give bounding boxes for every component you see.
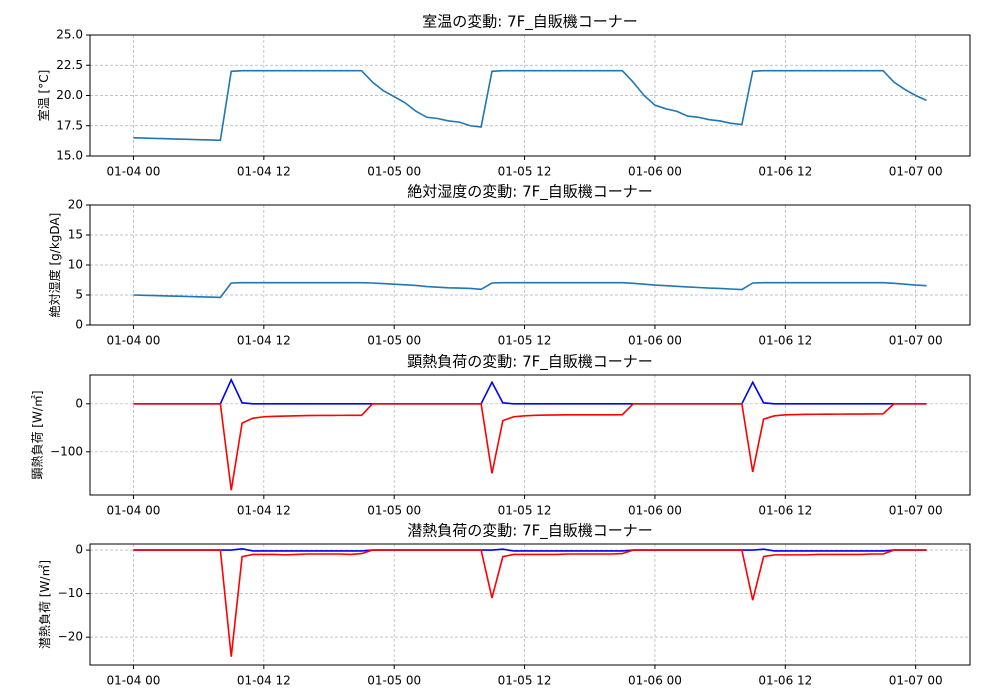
plot-frame bbox=[89, 543, 971, 666]
y-tick-label: −100 bbox=[50, 444, 83, 458]
data-line bbox=[133, 377, 927, 405]
y-tick-label: 15.0 bbox=[56, 149, 83, 163]
x-tick-label: 01-06 12 bbox=[758, 504, 812, 518]
x-tick-label: 01-05 00 bbox=[367, 165, 421, 179]
x-tick-label: 01-06 00 bbox=[628, 334, 682, 348]
x-tick-label: 01-04 00 bbox=[106, 165, 160, 179]
y-tick-label: 5 bbox=[75, 288, 83, 302]
x-tick-label: 01-04 00 bbox=[106, 674, 160, 688]
subplot-title: 絶対湿度の変動: 7F_自販機コーナー bbox=[407, 183, 653, 202]
x-tick-label: 01-04 12 bbox=[237, 674, 291, 688]
y-tick-label: 10 bbox=[68, 258, 83, 272]
y-axis-label: 絶対湿度 [g/kgDA] bbox=[47, 213, 62, 318]
x-tick-label: 01-05 00 bbox=[367, 334, 421, 348]
y-tick-label: 0 bbox=[75, 396, 83, 410]
x-tick-label: 01-06 00 bbox=[628, 165, 682, 179]
plot-frame bbox=[89, 34, 971, 157]
x-tick-label: 01-05 12 bbox=[498, 674, 552, 688]
x-tick-label: 01-04 12 bbox=[237, 165, 291, 179]
x-tick-label: 01-05 12 bbox=[498, 504, 552, 518]
data-line bbox=[133, 403, 927, 491]
data-line bbox=[133, 549, 927, 657]
y-axis-label: 室温 [°C] bbox=[36, 70, 51, 122]
subplot-title: 室温の変動: 7F_自販機コーナー bbox=[422, 13, 638, 32]
x-tick-label: 01-05 12 bbox=[498, 165, 552, 179]
y-tick-label: 20 bbox=[68, 198, 83, 212]
x-tick-label: 01-04 00 bbox=[106, 504, 160, 518]
x-tick-label: 01-06 00 bbox=[628, 674, 682, 688]
y-axis-label: 顕熱負荷 [W/㎡] bbox=[31, 390, 45, 479]
plot-frame bbox=[89, 374, 971, 496]
plot-frame bbox=[89, 204, 971, 326]
x-tick-label: 01-04 00 bbox=[106, 334, 160, 348]
y-tick-label: 25.0 bbox=[56, 28, 83, 42]
x-tick-label: 01-04 12 bbox=[237, 504, 291, 518]
x-tick-label: 01-06 12 bbox=[758, 334, 812, 348]
y-tick-label: 0 bbox=[75, 318, 83, 332]
x-tick-label: 01-04 12 bbox=[237, 334, 291, 348]
data-line bbox=[133, 547, 927, 552]
data-line bbox=[133, 69, 927, 142]
x-tick-label: 01-07 00 bbox=[889, 674, 943, 688]
x-tick-label: 01-06 12 bbox=[758, 165, 812, 179]
subplot-title: 潜熱負荷の変動: 7F_自販機コーナー bbox=[407, 522, 653, 541]
y-tick-label: 17.5 bbox=[56, 118, 83, 132]
x-tick-label: 01-05 00 bbox=[367, 504, 421, 518]
y-tick-label: −10 bbox=[58, 586, 83, 600]
y-tick-label: 22.5 bbox=[56, 58, 83, 72]
y-tick-label: 20.0 bbox=[56, 88, 83, 102]
data-line bbox=[133, 281, 927, 299]
y-tick-label: 15 bbox=[68, 228, 83, 242]
y-tick-label: 0 bbox=[75, 543, 83, 557]
x-tick-label: 01-07 00 bbox=[889, 334, 943, 348]
x-tick-label: 01-05 00 bbox=[367, 674, 421, 688]
x-tick-label: 01-05 12 bbox=[498, 334, 552, 348]
y-tick-label: −20 bbox=[58, 630, 83, 644]
y-axis-label: 潜熱負荷 [W/㎡] bbox=[38, 560, 52, 649]
x-tick-label: 01-07 00 bbox=[889, 165, 943, 179]
x-tick-label: 01-07 00 bbox=[889, 504, 943, 518]
x-tick-label: 01-06 12 bbox=[758, 674, 812, 688]
subplot-title: 顕熱負荷の変動: 7F_自販機コーナー bbox=[407, 353, 653, 372]
x-tick-label: 01-06 00 bbox=[628, 504, 682, 518]
